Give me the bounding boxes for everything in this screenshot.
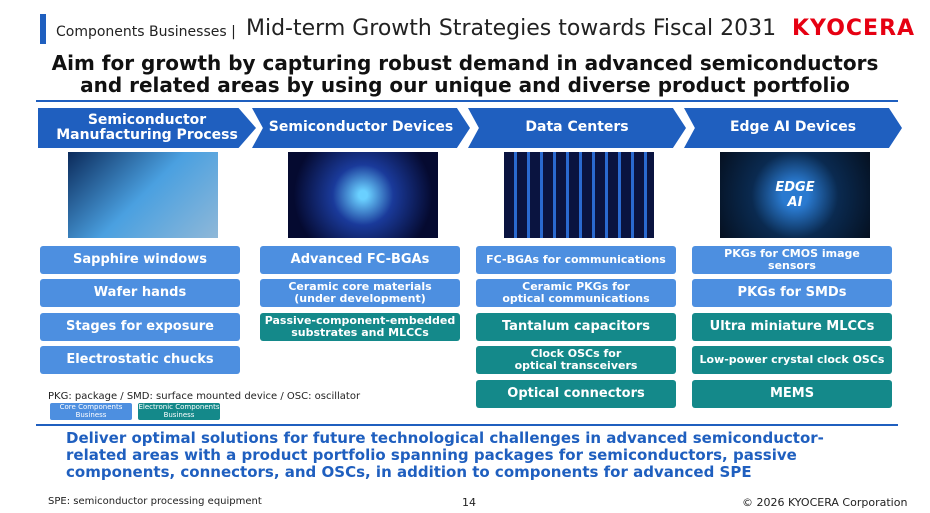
footer-note: SPE: semiconductor processing equipment bbox=[48, 496, 262, 507]
title: Mid-term Growth Strategies towards Fisca… bbox=[246, 16, 777, 41]
product-box: Ceramic PKGs for optical communications bbox=[476, 279, 676, 307]
logo: KYOCERA bbox=[792, 16, 916, 41]
product-box: Advanced FC-BGAs bbox=[260, 246, 460, 274]
product-box: Low-power crystal clock OSCs bbox=[692, 346, 892, 374]
title-bar bbox=[40, 14, 46, 44]
product-box: Ceramic core materials (under developmen… bbox=[260, 279, 460, 307]
product-box: FC-BGAs for communications bbox=[476, 246, 676, 274]
column-heading: Semiconductor Manufacturing Process bbox=[38, 108, 256, 148]
column-image bbox=[504, 152, 654, 238]
note: PKG: package / SMD: surface mounted devi… bbox=[48, 391, 361, 402]
headline: Aim for growth by capturing robust deman… bbox=[0, 52, 930, 96]
legend-item: Core Components Business bbox=[50, 403, 132, 420]
product-box: PKGs for CMOS image sensors bbox=[692, 246, 892, 274]
headline-line: and related areas by using our unique an… bbox=[80, 73, 850, 97]
product-box: Sapphire windows bbox=[40, 246, 240, 274]
column-image bbox=[288, 152, 438, 238]
copyright: © 2026 KYOCERA Corporation bbox=[742, 496, 908, 509]
column-image: EDGE AI bbox=[720, 152, 870, 238]
product-box: Ultra miniature MLCCs bbox=[692, 313, 892, 341]
divider bbox=[36, 424, 898, 426]
product-box: Stages for exposure bbox=[40, 313, 240, 341]
headline-line: Aim for growth by capturing robust deman… bbox=[51, 51, 879, 75]
divider bbox=[36, 100, 898, 102]
product-box: Clock OSCs for optical transceivers bbox=[476, 346, 676, 374]
legend-item: Electronic Components Business bbox=[138, 403, 220, 420]
column-heading: Semiconductor Devices bbox=[252, 108, 470, 148]
product-box: Wafer hands bbox=[40, 279, 240, 307]
product-box: Tantalum capacitors bbox=[476, 313, 676, 341]
column-heading: Edge AI Devices bbox=[684, 108, 902, 148]
product-box: Electrostatic chucks bbox=[40, 346, 240, 374]
section: Components Businesses | bbox=[56, 24, 236, 40]
product-box: PKGs for SMDs bbox=[692, 279, 892, 307]
product-box: Optical connectors bbox=[476, 380, 676, 408]
column-image bbox=[68, 152, 218, 238]
product-box: MEMS bbox=[692, 380, 892, 408]
page-number: 14 bbox=[462, 496, 476, 509]
product-box: Passive-component-embedded substrates an… bbox=[260, 313, 460, 341]
message: Deliver optimal solutions for future tec… bbox=[66, 429, 824, 481]
column-heading: Data Centers bbox=[468, 108, 686, 148]
